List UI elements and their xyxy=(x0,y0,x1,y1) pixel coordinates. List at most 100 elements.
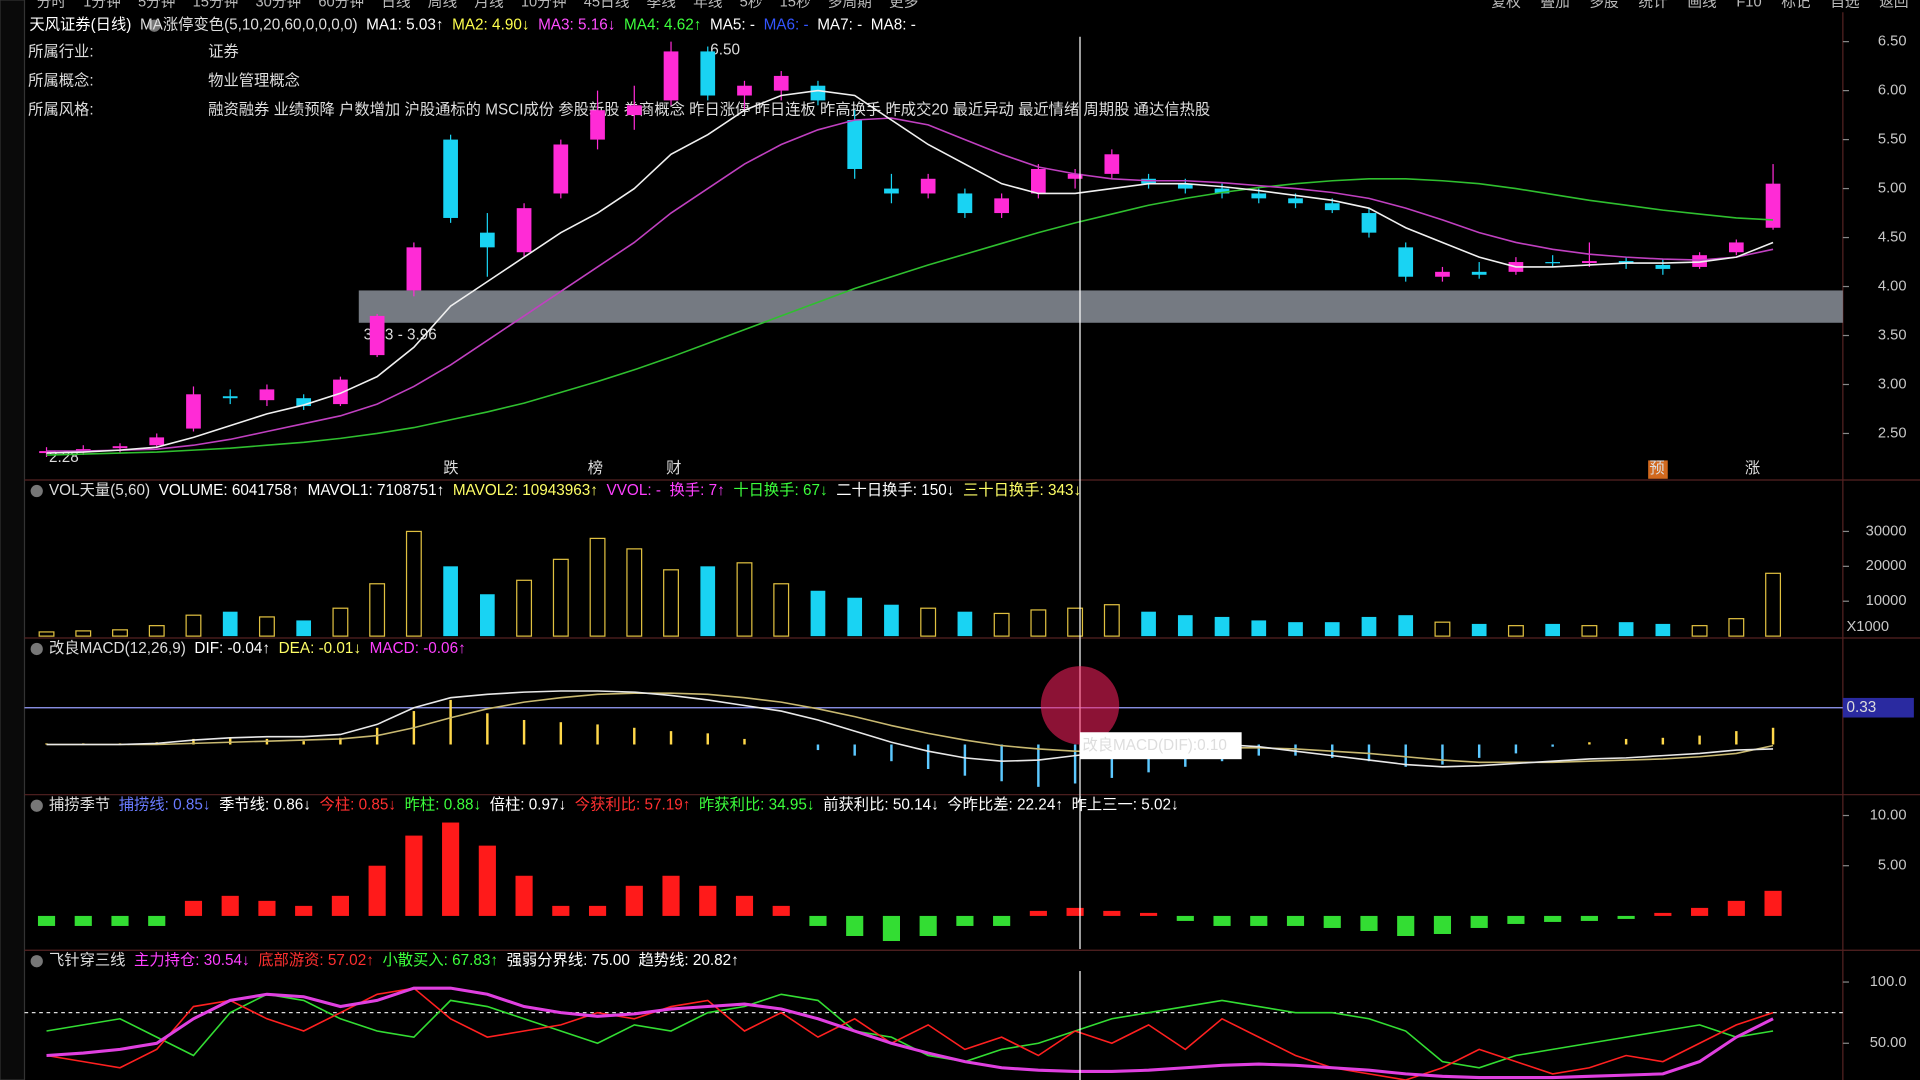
volume-bar xyxy=(1471,623,1487,637)
needle-line xyxy=(46,986,1774,1080)
menu-item[interactable]: 返回 xyxy=(1879,0,1908,10)
header-item: 倍柱: 0.97↓ xyxy=(490,797,567,814)
season-bar xyxy=(1360,915,1378,931)
header-item: DIF: -0.04↑ xyxy=(194,640,270,657)
candle-body xyxy=(663,51,679,101)
volume-bar xyxy=(1655,623,1671,637)
candle-body xyxy=(1655,264,1671,269)
menu-item[interactable]: 统计 xyxy=(1638,0,1668,10)
season-bar xyxy=(735,895,754,916)
season-bar xyxy=(1286,915,1305,926)
header-item: VOLUME: 6041758↑ xyxy=(159,482,299,499)
volume-bar xyxy=(920,607,937,637)
menu-item[interactable]: 标记 xyxy=(1781,0,1811,10)
candle-body xyxy=(75,449,91,452)
candle-body xyxy=(333,379,348,405)
season-bar xyxy=(1470,915,1488,928)
season-bar xyxy=(625,885,643,916)
menu-item[interactable]: 30分钟 xyxy=(256,0,302,10)
candle-body xyxy=(1692,255,1707,267)
season-bar xyxy=(1250,915,1268,926)
menu-item[interactable]: 复权 xyxy=(1491,0,1521,10)
season-bar xyxy=(258,900,276,916)
volume-bar xyxy=(1288,622,1303,637)
volume-bar xyxy=(884,604,899,637)
candle-body xyxy=(553,144,569,194)
menu-item[interactable]: 更多 xyxy=(889,0,918,10)
header-item: 今昨比差: 22.24↑ xyxy=(947,797,1063,814)
volume-bar xyxy=(112,629,128,637)
season-bar xyxy=(1323,915,1341,928)
header-item: 季节线: 0.86↓ xyxy=(219,797,311,814)
menu-item[interactable]: 60分钟 xyxy=(318,0,364,10)
menu-item[interactable]: 叠加 xyxy=(1540,0,1569,10)
season-bar xyxy=(809,915,827,926)
volume-bar xyxy=(1618,622,1634,637)
header-item: 主力持仓: 30.54↓ xyxy=(134,952,250,969)
candle-body xyxy=(1031,168,1046,194)
menu-item[interactable]: 多股 xyxy=(1589,0,1619,10)
header-item: DEA: -0.01↓ xyxy=(279,640,361,657)
volume-bar xyxy=(1507,625,1524,637)
candle-body xyxy=(626,105,642,116)
menu-item[interactable]: 周线 xyxy=(428,0,458,10)
volume-bar xyxy=(405,530,422,637)
dif-line xyxy=(46,690,1774,768)
menu-item[interactable]: 1分钟 xyxy=(83,0,121,10)
menu-item[interactable]: 日线 xyxy=(381,0,411,10)
menu-item[interactable]: 画线 xyxy=(1687,0,1717,10)
menu-item[interactable]: 自选 xyxy=(1830,0,1860,10)
menu-item[interactable]: 5秒 xyxy=(740,0,763,10)
volume-bar xyxy=(1728,618,1745,637)
menu-item[interactable]: 年线 xyxy=(693,0,723,10)
candle-body xyxy=(1067,173,1083,179)
price-zone xyxy=(358,290,1843,323)
header-item: MA1: 5.03↑ xyxy=(366,17,443,34)
marker: 榜 xyxy=(588,460,603,477)
header-item: 今柱: 0.85↓ xyxy=(320,797,397,814)
menu-item[interactable]: 月线 xyxy=(474,0,504,10)
y-tick-label: 10000 xyxy=(1866,593,1907,609)
menu-item[interactable]: 15分钟 xyxy=(193,0,239,10)
y-tick-label: 4.50 xyxy=(1878,229,1907,245)
volume-bar xyxy=(1691,625,1708,637)
y-tick-label: 5.00 xyxy=(1878,180,1907,196)
volume-bar xyxy=(1103,604,1120,637)
season-bar xyxy=(405,835,423,916)
volume-bar xyxy=(1361,616,1377,637)
candle-body xyxy=(847,120,863,169)
season-bar xyxy=(993,915,1011,926)
menu-item[interactable]: 季线 xyxy=(647,0,677,10)
menu-item[interactable]: 多周期 xyxy=(828,0,872,10)
menu-item[interactable]: 15秒 xyxy=(780,0,811,10)
volume-bar xyxy=(1030,609,1047,637)
menu-item[interactable]: 10分钟 xyxy=(521,0,567,10)
season-bar xyxy=(1066,907,1084,916)
header-row: VOL天量(5,60) VOLUME: 6041758↑ MAVOL1: 71087… xyxy=(49,482,1081,499)
menu-item[interactable]: 5分钟 xyxy=(138,0,176,10)
season-bar xyxy=(1617,915,1635,919)
toggle-icon xyxy=(30,484,43,498)
menu-item[interactable]: 45日线 xyxy=(584,0,630,10)
volume-bar xyxy=(626,548,643,637)
candle-body xyxy=(737,85,752,96)
candle-body xyxy=(994,198,1009,214)
candle-body xyxy=(406,247,422,291)
volume-bar xyxy=(1324,622,1340,637)
y-tick-label: 2.50 xyxy=(1878,425,1907,441)
candle-body xyxy=(1177,183,1193,189)
header-item: MA7: - xyxy=(817,17,862,34)
season-bar xyxy=(74,915,92,926)
candle-body xyxy=(920,178,936,194)
menu-item[interactable]: F10 xyxy=(1736,0,1761,10)
y-tick-label: 6.50 xyxy=(1878,34,1907,50)
volume-bar xyxy=(148,625,165,637)
candle-body xyxy=(1361,213,1377,233)
y-tick-label: 100.0 xyxy=(1870,974,1907,990)
season-bar xyxy=(699,885,717,916)
info-value: 物业管理概念 xyxy=(208,71,300,89)
header-item: 小散买入: 67.83↑ xyxy=(382,952,498,969)
menu-item[interactable]: 分时 xyxy=(37,0,67,10)
candle-body xyxy=(516,208,532,253)
